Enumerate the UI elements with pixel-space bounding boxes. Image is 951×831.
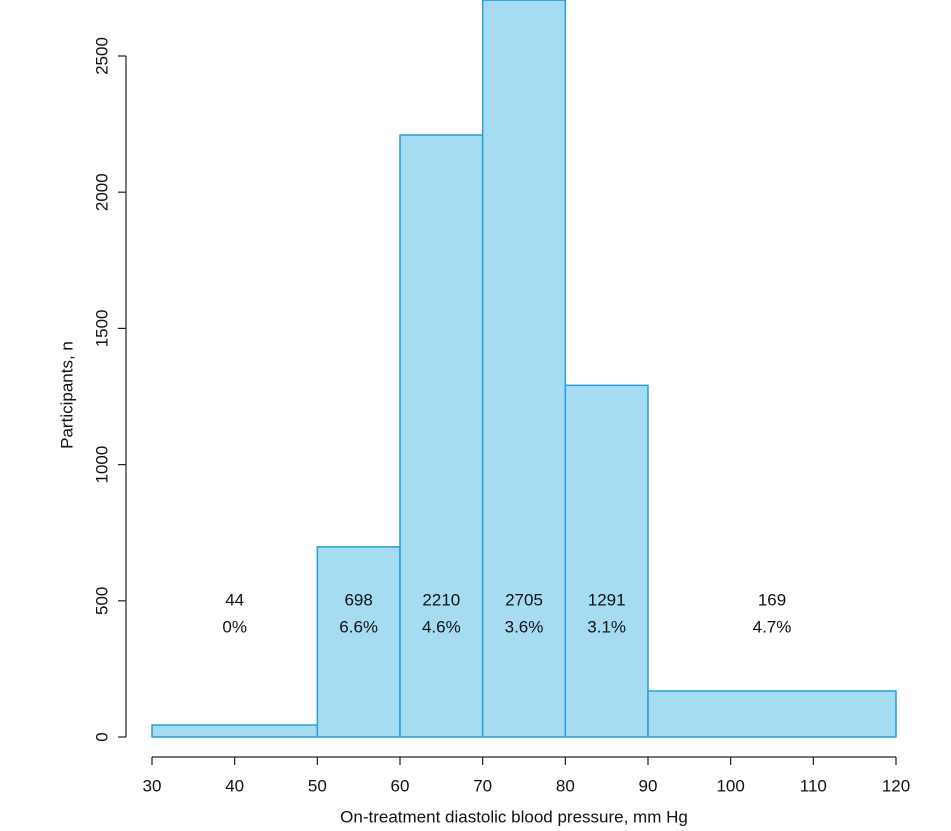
- x-tick-label: 30: [143, 776, 162, 795]
- y-tick-label: 1500: [92, 309, 111, 347]
- x-tick-label: 60: [391, 776, 410, 795]
- count-label: 1291: [588, 590, 626, 609]
- x-tick-label: 40: [225, 776, 244, 795]
- bar: [151, 724, 319, 738]
- bar: [316, 546, 401, 738]
- y-tick-label: 500: [92, 587, 111, 615]
- y-tick-label: 0: [92, 732, 111, 741]
- bar: [647, 690, 897, 738]
- y-tick-label: 1000: [92, 446, 111, 484]
- rate-label: 0%: [222, 617, 247, 636]
- count-label: 698: [344, 590, 372, 609]
- y-tick-label: 2500: [92, 37, 111, 75]
- count-label: 2210: [422, 590, 460, 609]
- y-axis-label: Participants, n: [57, 341, 76, 449]
- x-tick-label: 70: [473, 776, 492, 795]
- rate-label: 4.7%: [753, 617, 792, 636]
- y-tick-label: 2000: [92, 173, 111, 211]
- bar: [399, 134, 484, 738]
- rate-label: 3.1%: [587, 617, 626, 636]
- rate-label: 6.6%: [339, 617, 378, 636]
- rate-label: 4.6%: [422, 617, 461, 636]
- x-tick-label: 90: [639, 776, 658, 795]
- x-tick-label: 100: [716, 776, 744, 795]
- count-label: 169: [758, 590, 786, 609]
- bar: [564, 384, 649, 738]
- x-axis-label: On-treatment diastolic blood pressure, m…: [340, 807, 688, 826]
- count-label: 44: [225, 590, 244, 609]
- x-tick-label: 110: [800, 776, 827, 795]
- count-label: 2705: [505, 590, 543, 609]
- x-tick-label: 50: [308, 776, 327, 795]
- x-tick-label: 120: [882, 776, 910, 795]
- bar: [481, 0, 567, 738]
- x-tick-label: 80: [556, 776, 575, 795]
- rate-label: 3.6%: [505, 617, 544, 636]
